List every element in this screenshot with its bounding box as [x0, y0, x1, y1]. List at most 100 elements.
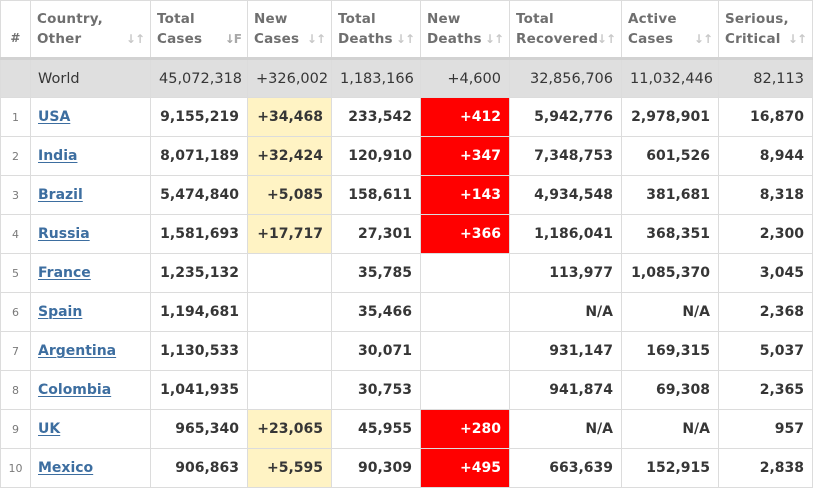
header-new-deaths[interactable]: New Deaths ↓↑ — [420, 0, 510, 60]
sort-icon[interactable]: ↓↑ — [693, 32, 713, 46]
serious-critical-cell: 5,037 — [718, 331, 813, 371]
row-rank: 6 — [0, 292, 31, 332]
row-rank: 4 — [0, 214, 31, 254]
new-deaths-cell: +347 — [420, 136, 510, 176]
active-cases-cell: 69,308 — [621, 370, 719, 410]
total-recovered-cell: 663,639 — [509, 448, 622, 488]
header-total-recovered[interactable]: Total Recovered ↓↑ — [509, 0, 622, 60]
total-cases-cell: 5,474,840 — [150, 175, 248, 215]
header-total-cases[interactable]: Total Cases ↓F — [150, 0, 248, 60]
active-cases-cell: 381,681 — [621, 175, 719, 215]
country-link[interactable]: UK — [38, 421, 61, 437]
serious-critical-cell: 16,870 — [718, 97, 813, 137]
country-cell: Colombia — [30, 370, 151, 410]
country-cell: Spain — [30, 292, 151, 332]
header-total-cases-line2: Cases — [157, 31, 203, 47]
sort-icon[interactable]: ↓↑ — [484, 32, 504, 46]
table-header-row: # Country, Other ↓↑ Total Cases ↓F New C… — [0, 0, 813, 60]
active-cases-cell: 2,978,901 — [621, 97, 719, 137]
table-row: 5 France 1,235,132 35,785 113,977 1,085,370 3,… — [0, 253, 813, 293]
world-serious-critical: 82,113 — [718, 58, 813, 98]
active-cases-cell: 169,315 — [621, 331, 719, 371]
new-deaths-cell: +366 — [420, 214, 510, 254]
serious-critical-cell: 2,365 — [718, 370, 813, 410]
sort-active-icon[interactable]: ↓F — [224, 32, 242, 46]
header-rank-label: # — [10, 31, 21, 45]
new-deaths-cell: +143 — [420, 175, 510, 215]
total-cases-cell: 8,071,189 — [150, 136, 248, 176]
world-rank — [0, 58, 31, 98]
header-new-cases-line1: New — [254, 11, 288, 27]
serious-critical-cell: 2,838 — [718, 448, 813, 488]
country-link[interactable]: Mexico — [38, 460, 94, 476]
header-total-deaths-line2: Deaths — [338, 31, 393, 47]
row-rank: 7 — [0, 331, 31, 371]
total-cases-cell: 1,130,533 — [150, 331, 248, 371]
sort-icon[interactable]: ↓↑ — [125, 32, 145, 46]
header-active-cases-line1: Active — [628, 11, 677, 27]
header-serious-critical[interactable]: Serious, Critical ↓↑ — [718, 0, 813, 60]
header-active-cases[interactable]: Active Cases ↓↑ — [621, 0, 719, 60]
new-deaths-cell — [420, 292, 510, 332]
new-deaths-cell: +412 — [420, 97, 510, 137]
country-cell: Brazil — [30, 175, 151, 215]
table-row: 8 Colombia 1,041,935 30,753 941,874 69,308 2,3… — [0, 370, 813, 410]
total-deaths-cell: 30,071 — [331, 331, 421, 371]
country-link[interactable]: India — [38, 148, 78, 164]
new-cases-cell — [247, 370, 332, 410]
table-row: 10 Mexico 906,863 +5,595 90,309 +495 663,639 15… — [0, 448, 813, 488]
header-rank[interactable]: # — [0, 0, 31, 60]
header-country-line1: Country, — [37, 11, 103, 27]
new-cases-cell: +34,468 — [247, 97, 332, 137]
country-link[interactable]: Russia — [38, 226, 90, 242]
new-cases-cell — [247, 253, 332, 293]
total-deaths-cell: 120,910 — [331, 136, 421, 176]
country-cell: UK — [30, 409, 151, 449]
total-cases-cell: 1,194,681 — [150, 292, 248, 332]
header-serious-critical-line1: Serious, — [725, 11, 789, 27]
total-deaths-cell: 45,955 — [331, 409, 421, 449]
total-recovered-cell: N/A — [509, 409, 622, 449]
total-recovered-cell: N/A — [509, 292, 622, 332]
sort-icon[interactable]: ↓↑ — [596, 32, 616, 46]
country-link[interactable]: France — [38, 265, 91, 281]
total-deaths-cell: 158,611 — [331, 175, 421, 215]
row-rank: 8 — [0, 370, 31, 410]
header-total-cases-line1: Total — [157, 11, 195, 27]
total-deaths-cell: 90,309 — [331, 448, 421, 488]
total-cases-cell: 1,581,693 — [150, 214, 248, 254]
new-cases-cell: +32,424 — [247, 136, 332, 176]
header-new-cases[interactable]: New Cases ↓↑ — [247, 0, 332, 60]
country-link[interactable]: Argentina — [38, 343, 117, 359]
sort-icon[interactable]: ↓↑ — [395, 32, 415, 46]
country-cell: Argentina — [30, 331, 151, 371]
country-cell: Mexico — [30, 448, 151, 488]
header-total-deaths[interactable]: Total Deaths ↓↑ — [331, 0, 421, 60]
header-country-line2: Other — [37, 31, 82, 47]
table-row: 9 UK 965,340 +23,065 45,955 +280 N/A N/A 957 — [0, 409, 813, 449]
total-cases-cell: 9,155,219 — [150, 97, 248, 137]
table-row: 1 USA 9,155,219 +34,468 233,542 +412 5,942,776… — [0, 97, 813, 137]
header-total-deaths-line1: Total — [338, 11, 376, 27]
sort-icon[interactable]: ↓↑ — [787, 32, 807, 46]
total-recovered-cell: 113,977 — [509, 253, 622, 293]
country-link[interactable]: Spain — [38, 304, 83, 320]
world-total-cases: 45,072,318 — [150, 58, 248, 98]
new-cases-cell: +17,717 — [247, 214, 332, 254]
total-deaths-cell: 27,301 — [331, 214, 421, 254]
row-rank: 10 — [0, 448, 31, 488]
country-link[interactable]: USA — [38, 109, 71, 125]
header-country[interactable]: Country, Other ↓↑ — [30, 0, 151, 60]
total-recovered-cell: 1,186,041 — [509, 214, 622, 254]
active-cases-cell: 368,351 — [621, 214, 719, 254]
sort-icon[interactable]: ↓↑ — [306, 32, 326, 46]
country-link[interactable]: Brazil — [38, 187, 83, 203]
row-rank: 5 — [0, 253, 31, 293]
total-recovered-cell: 5,942,776 — [509, 97, 622, 137]
world-total-recovered: 32,856,706 — [509, 58, 622, 98]
serious-critical-cell: 2,300 — [718, 214, 813, 254]
country-link[interactable]: Colombia — [38, 382, 112, 398]
country-cell: USA — [30, 97, 151, 137]
table-row: 3 Brazil 5,474,840 +5,085 158,611 +143 4,934,5… — [0, 175, 813, 215]
